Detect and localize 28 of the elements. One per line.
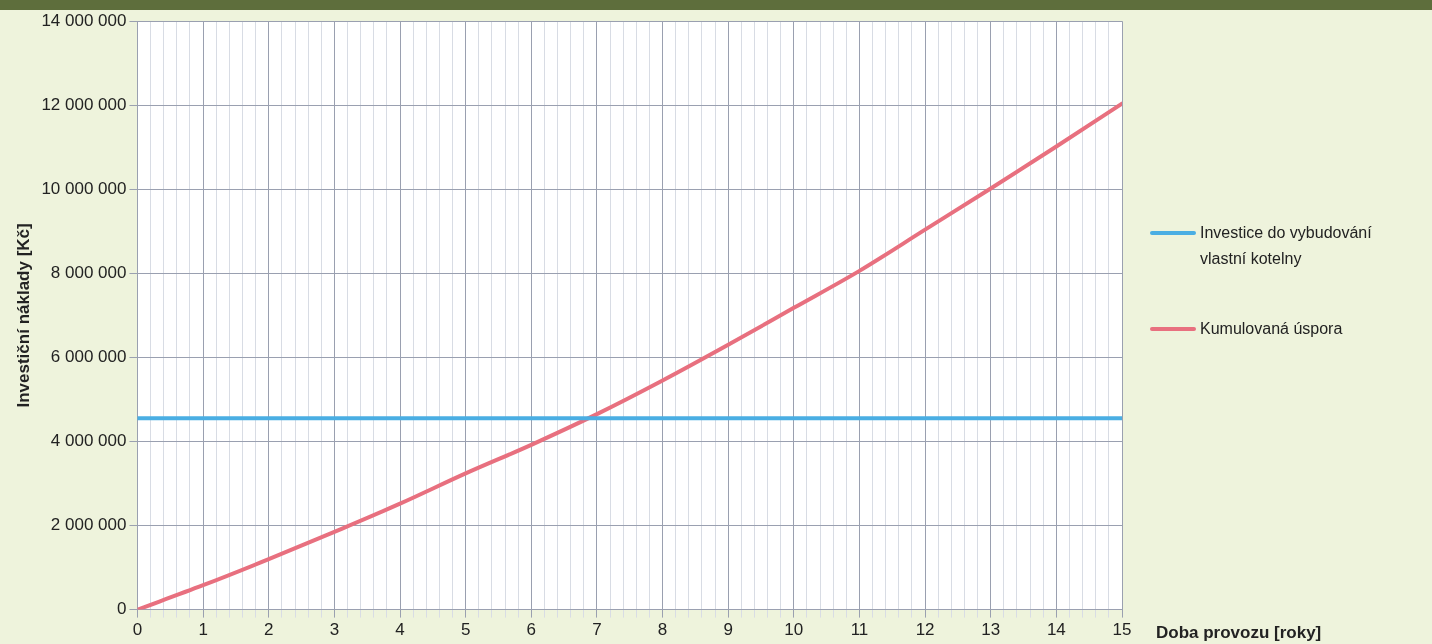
x-tick-label: 9 [723,620,733,640]
y-tick-label: 12 000 000 [41,94,127,114]
x-tick-label: 12 [915,620,935,640]
x-tick-label: 13 [981,620,1001,640]
x-tick-label: 8 [657,620,668,640]
x-tick-label: 10 [784,620,804,640]
x-tick-label: 14 [1046,620,1066,640]
x-tick-label: 4 [395,620,405,640]
legend-label: Kumulovaná úspora [1200,319,1343,339]
legend-label: Investice do vybudování vlastní kotelny [1200,223,1373,269]
y-tick-label: 0 [117,599,127,619]
y-tick-label: 10 000 000 [41,179,127,198]
x-tick-label: 6 [526,620,537,640]
y-tick-label: 4 000 000 [50,431,127,451]
x-axis-title: Doba provozu [roky] [1156,623,1322,643]
x-tick-label: 7 [592,620,602,640]
x-tick-label: 5 [460,620,471,640]
y-tick-label: 8 000 000 [50,263,127,283]
y-tick-label: 6 000 000 [50,347,127,367]
x-tick-label: 3 [329,620,340,640]
y-tick-label: 14 000 000 [41,10,127,30]
y-tick-label: 2 000 000 [50,515,127,535]
x-tick-label: 0 [132,620,143,640]
x-tick-label: 11 [850,620,869,640]
y-axis-title: Investiční náklady [Kč] [13,223,33,408]
x-tick-label: 2 [264,620,274,640]
x-tick-label: 1 [198,620,208,640]
x-tick-label: 15 [1112,620,1132,640]
